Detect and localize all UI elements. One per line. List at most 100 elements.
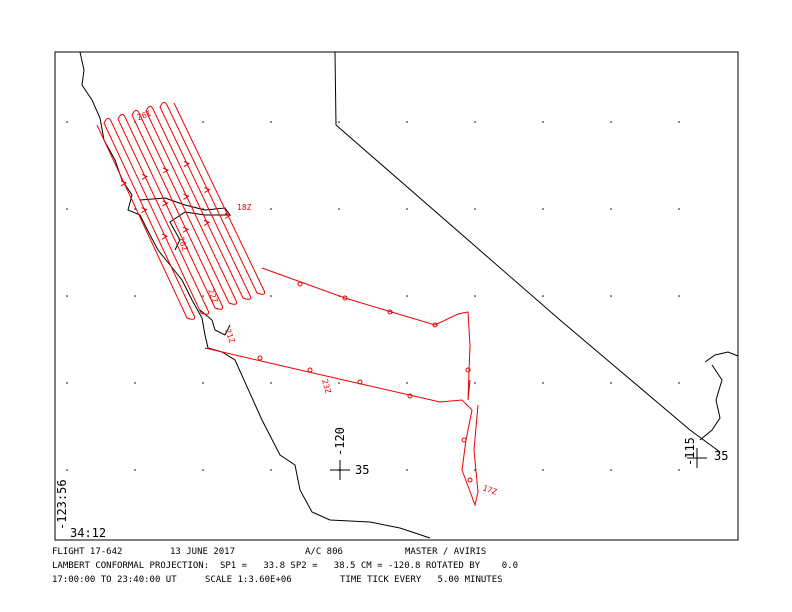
grid-dot bbox=[678, 208, 680, 210]
grid-dot bbox=[338, 208, 340, 210]
lat-label: 35 bbox=[714, 449, 728, 463]
footer-text: 13 JUNE 2017 bbox=[170, 547, 235, 557]
grid-dot bbox=[474, 382, 476, 384]
footer-text: FLIGHT 17-642 bbox=[52, 547, 122, 557]
grid-dot bbox=[66, 121, 68, 123]
time-tick bbox=[162, 167, 170, 174]
time-tick bbox=[297, 281, 303, 287]
time-label: 21Z bbox=[223, 328, 236, 345]
grid-dot bbox=[66, 469, 68, 471]
time-tick bbox=[141, 207, 148, 214]
grid-dot bbox=[474, 295, 476, 297]
grid-dot bbox=[338, 382, 340, 384]
time-tick bbox=[257, 355, 263, 361]
time-tick bbox=[407, 393, 413, 399]
grid-dot bbox=[202, 121, 204, 123]
grid-dot bbox=[678, 295, 680, 297]
grid-dot bbox=[610, 121, 612, 123]
grid-dot bbox=[202, 295, 204, 297]
grid-dot bbox=[610, 295, 612, 297]
time-tick bbox=[224, 213, 232, 219]
grid-dot bbox=[270, 208, 272, 210]
grid-dot bbox=[678, 121, 680, 123]
grid-dot bbox=[270, 382, 272, 384]
footer-text: TIME TICK EVERY 5.00 MINUTES bbox=[340, 575, 503, 585]
track-line bbox=[96, 101, 266, 320]
footer-text: A/C 806 bbox=[305, 547, 343, 557]
grid-dot bbox=[134, 208, 136, 210]
grid-dot bbox=[406, 469, 408, 471]
time-tick bbox=[357, 379, 363, 385]
time-tick bbox=[183, 161, 191, 167]
time-label: 18Z bbox=[237, 203, 252, 212]
grid-dot bbox=[678, 382, 680, 384]
grid-dot bbox=[406, 382, 408, 384]
time-tick bbox=[162, 200, 169, 207]
time-label: 17Z bbox=[481, 483, 498, 496]
grid-dot bbox=[678, 469, 680, 471]
track-line bbox=[261, 267, 471, 401]
grid-dot bbox=[270, 121, 272, 123]
grid-dot bbox=[66, 208, 68, 210]
cross-marker bbox=[687, 448, 707, 468]
time-tick bbox=[204, 187, 211, 194]
coastline-gulf bbox=[699, 364, 723, 441]
corner-lat: 34:12 bbox=[70, 526, 106, 540]
grid-dot bbox=[66, 382, 68, 384]
graticule-dots bbox=[66, 121, 680, 471]
time-tick bbox=[203, 219, 211, 226]
lon-label: -120 bbox=[333, 427, 347, 456]
time-tick bbox=[141, 173, 149, 180]
grid-dot bbox=[542, 469, 544, 471]
grid-dot bbox=[542, 121, 544, 123]
time-tick bbox=[465, 367, 471, 373]
grid-dot bbox=[406, 295, 408, 297]
grid-dot bbox=[542, 382, 544, 384]
grid-dot bbox=[338, 121, 340, 123]
corner-lon: -123:56 bbox=[55, 479, 69, 530]
grid-dot bbox=[610, 208, 612, 210]
grid-dot bbox=[202, 469, 204, 471]
time-tick bbox=[467, 477, 473, 483]
grid-dot bbox=[202, 382, 204, 384]
grid-dot bbox=[610, 469, 612, 471]
time-tick bbox=[120, 180, 128, 187]
time-tick bbox=[432, 322, 438, 328]
grid-dot bbox=[610, 382, 612, 384]
time-tick bbox=[461, 437, 467, 443]
map-frame bbox=[54, 51, 739, 541]
grid-dot bbox=[134, 382, 136, 384]
grid-dot bbox=[270, 469, 272, 471]
footer-text: SCALE 1:3.60E+06 bbox=[205, 575, 292, 585]
grid-dot bbox=[474, 121, 476, 123]
grid-dot bbox=[66, 295, 68, 297]
bay-coastline bbox=[199, 309, 231, 336]
grid-dot bbox=[474, 208, 476, 210]
grid-dot bbox=[134, 469, 136, 471]
time-tick bbox=[183, 193, 190, 200]
lat-label: 35 bbox=[355, 463, 369, 477]
coastline bbox=[79, 51, 431, 539]
time-tick bbox=[182, 226, 190, 233]
state-border bbox=[334, 51, 721, 453]
grid-dot bbox=[406, 121, 408, 123]
grid-dot bbox=[134, 295, 136, 297]
cross-marker bbox=[330, 460, 350, 480]
time-label: 23Z bbox=[320, 378, 332, 394]
time-tick bbox=[342, 295, 348, 301]
track-line bbox=[204, 347, 479, 507]
grid-dot bbox=[542, 295, 544, 297]
footer-text: MASTER / AVIRIS bbox=[405, 547, 486, 557]
grid-dot bbox=[270, 295, 272, 297]
grid-dot bbox=[406, 208, 408, 210]
footer-text: LAMBERT CONFORMAL PROJECTION: SP1 = 33.8… bbox=[52, 561, 518, 571]
time-tick bbox=[161, 233, 169, 240]
coastline-gulf bbox=[704, 351, 739, 363]
flight-track bbox=[96, 101, 479, 507]
time-label: 22Z bbox=[206, 288, 219, 305]
time-tick bbox=[307, 367, 313, 373]
lon-label: -115 bbox=[683, 437, 697, 466]
time-tick bbox=[387, 309, 393, 315]
